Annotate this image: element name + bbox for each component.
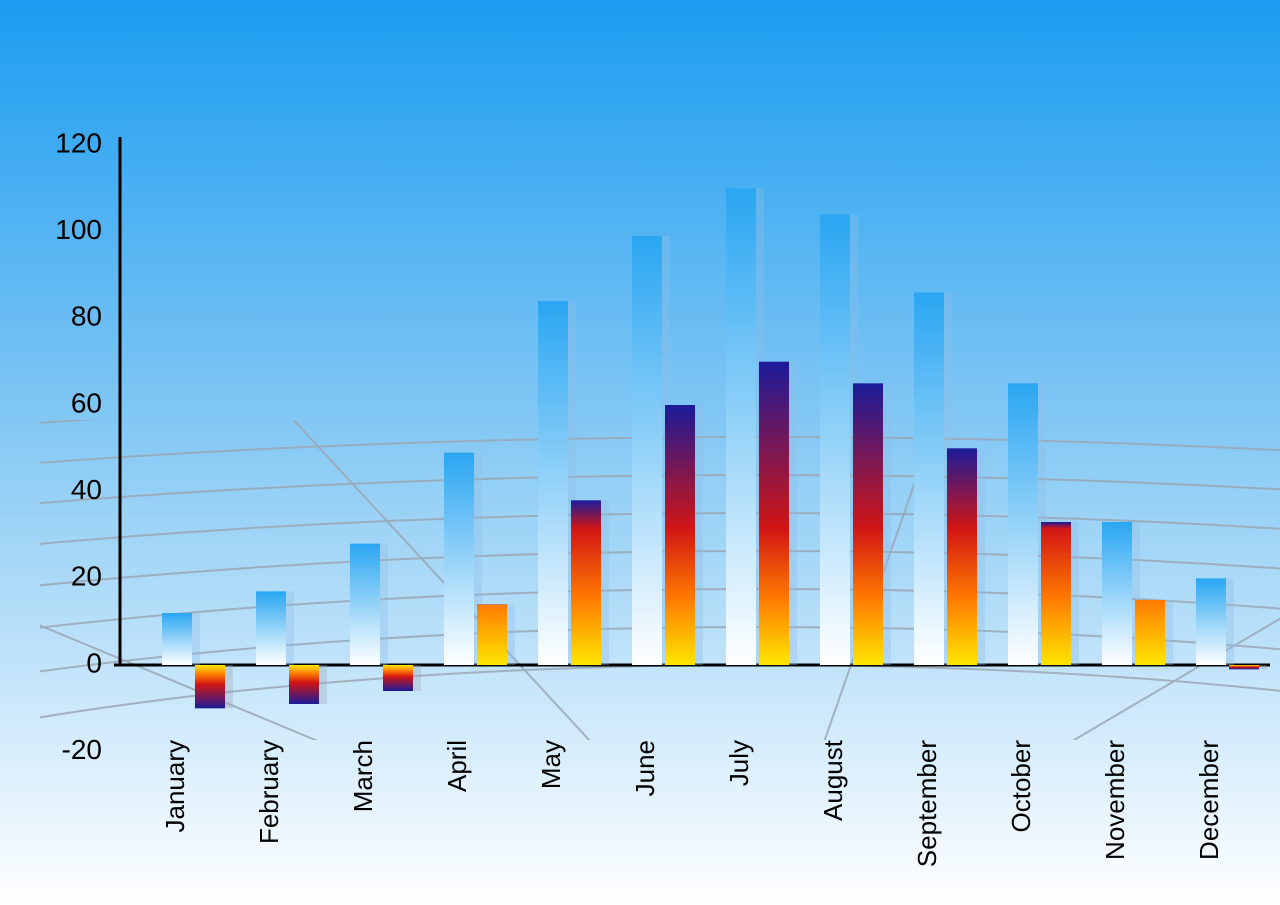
xtick-label: April <box>442 740 472 792</box>
xtick-label: February <box>254 740 284 844</box>
chart-container: -20 0 20 40 60 80 100 120 January February March Ap… <box>0 0 1280 905</box>
bar-blue <box>820 214 850 665</box>
bar-fire <box>477 604 507 665</box>
bar-blue <box>162 613 192 665</box>
xtick-label: December <box>1194 740 1224 860</box>
xtick-label: June <box>630 740 660 796</box>
xtick-label: March <box>348 740 378 812</box>
bar-fire <box>1229 665 1259 669</box>
xtick-label: August <box>818 739 848 821</box>
bar-fire <box>1041 522 1071 665</box>
xtick-label: January <box>160 740 190 833</box>
ytick-label: -20 <box>62 734 102 765</box>
xtick-label: October <box>1006 740 1036 833</box>
bar-blue <box>1196 578 1226 665</box>
bar-fire <box>947 448 977 665</box>
bar-fire <box>571 500 601 665</box>
xtick-label: May <box>536 740 566 789</box>
bar-blue <box>914 292 944 665</box>
bar-blue <box>632 236 662 665</box>
xtick-label: November <box>1100 740 1130 860</box>
xtick-label: September <box>912 740 942 868</box>
monthly-bar-chart: -20 0 20 40 60 80 100 120 January February March Ap… <box>0 0 1280 905</box>
bar-fire <box>195 665 225 708</box>
ytick-label: 60 <box>71 387 102 418</box>
bar-fire <box>289 665 319 704</box>
ytick-label: 40 <box>71 474 102 505</box>
bar-fire <box>853 383 883 665</box>
bar-blue <box>538 301 568 665</box>
bar-blue <box>444 453 474 665</box>
ytick-label: 80 <box>71 301 102 332</box>
bar-blue <box>350 544 380 665</box>
bar-blue <box>256 591 286 665</box>
xtick-label: July <box>724 740 754 786</box>
bar-fire <box>759 362 789 665</box>
ytick-label: 0 <box>86 647 102 678</box>
bar-fire <box>383 665 413 691</box>
ytick-label: 120 <box>55 127 102 158</box>
bar-fire <box>665 405 695 665</box>
bar-fire <box>1135 600 1165 665</box>
bar-blue <box>1008 383 1038 665</box>
bar-blue <box>1102 522 1132 665</box>
bar-blue <box>726 188 756 665</box>
ytick-label: 20 <box>71 561 102 592</box>
ytick-label: 100 <box>55 214 102 245</box>
